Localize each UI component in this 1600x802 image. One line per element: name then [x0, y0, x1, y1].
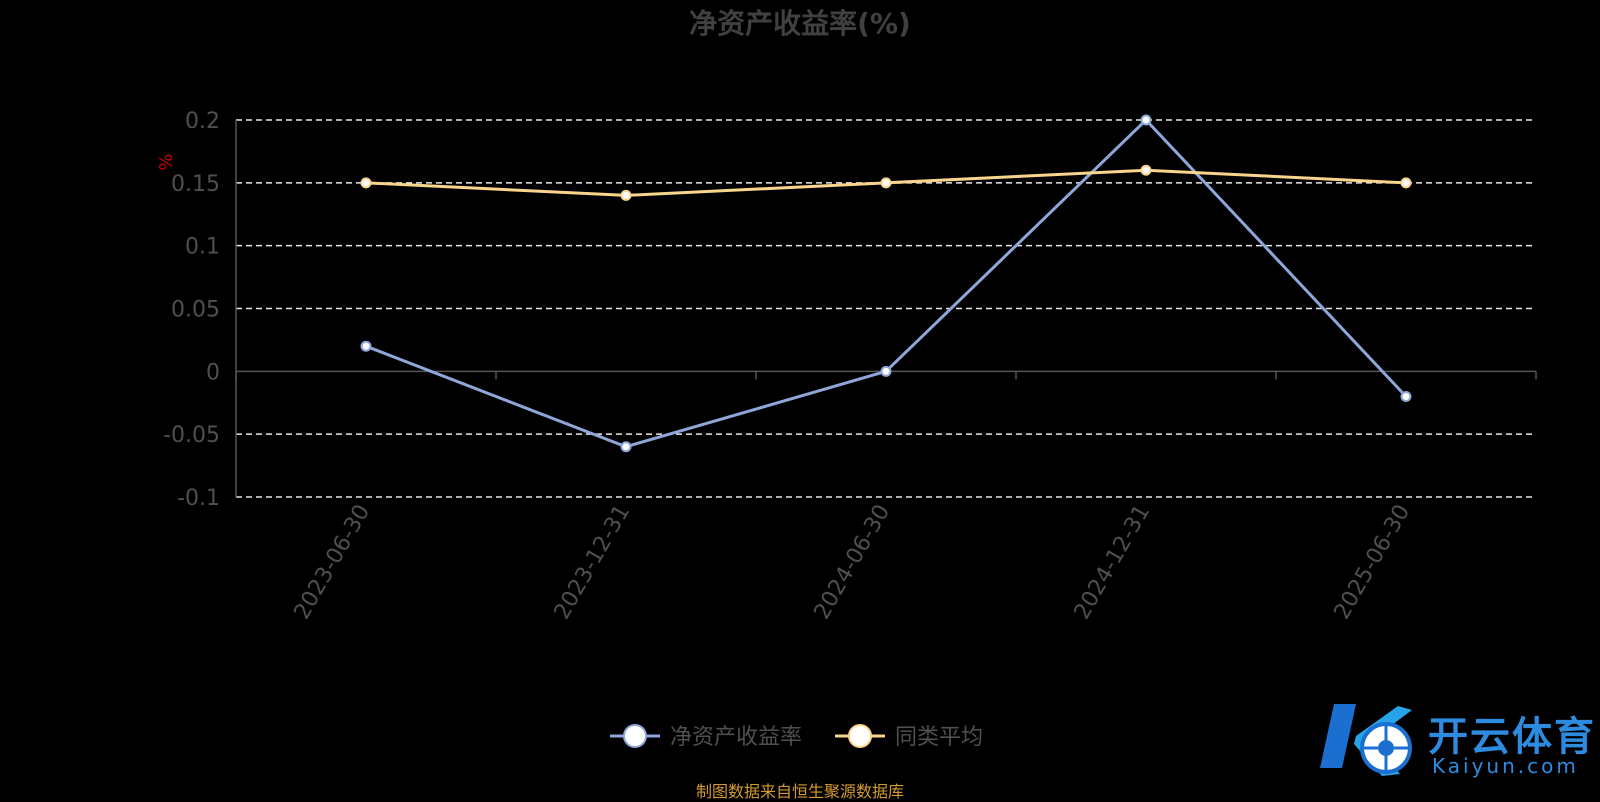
watermark-logo: 开云体育 Kaiyun.com: [1316, 696, 1596, 786]
y-tick-label: 0.05: [171, 298, 220, 323]
legend-marker[interactable]: [623, 724, 647, 748]
y-tick-label: -0.1: [177, 486, 220, 511]
y-tick-label: 0.1: [185, 235, 220, 260]
legend: 净资产收益率 同类平均: [610, 724, 983, 750]
logo-mark-icon: [1320, 704, 1412, 776]
data-point[interactable]: [1140, 164, 1152, 176]
x-tick-label: 2024-12-31: [1070, 501, 1156, 624]
y-tick-label: 0.2: [185, 109, 220, 134]
data-point[interactable]: [360, 177, 372, 189]
watermark-name: 开云体育: [1428, 714, 1596, 760]
y-tick-label: -0.05: [163, 423, 220, 448]
data-point[interactable]: [1400, 390, 1412, 402]
data-point[interactable]: [620, 441, 632, 453]
y-tick-labels: 0.2 0.15 0.1 0.05 0 -0.05 -0.1: [163, 109, 220, 511]
data-point[interactable]: [1400, 177, 1412, 189]
series-line: [365, 118, 1408, 449]
legend-marker[interactable]: [848, 724, 872, 748]
grid-lines: [236, 119, 1536, 498]
source-note: 制图数据来自恒生聚源数据库: [695, 782, 904, 801]
data-point[interactable]: [360, 340, 372, 352]
watermark-site: Kaiyun.com: [1432, 754, 1579, 778]
legend-label[interactable]: 净资产收益率: [670, 725, 802, 750]
series-lines: [360, 114, 1412, 453]
x-tick-label: 2023-06-30: [290, 501, 376, 624]
data-point[interactable]: [880, 177, 892, 189]
chart-title: 净资产收益率(%): [689, 7, 911, 40]
legend-label[interactable]: 同类平均: [895, 725, 983, 750]
x-tick-labels: 2023-06-30 2023-12-31 2024-06-30 2024-12-31…: [290, 501, 1416, 624]
y-tick-label: 0: [206, 360, 220, 385]
x-tick-label: 2024-06-30: [810, 501, 896, 624]
x-tick-label: 2025-06-30: [1330, 501, 1416, 624]
x-tick-label: 2023-12-31: [550, 501, 636, 624]
data-point[interactable]: [1140, 114, 1152, 126]
y-axis-label: %: [156, 153, 177, 170]
y-tick-label: 0.15: [171, 172, 220, 197]
data-point[interactable]: [620, 189, 632, 201]
data-point[interactable]: [880, 365, 892, 377]
